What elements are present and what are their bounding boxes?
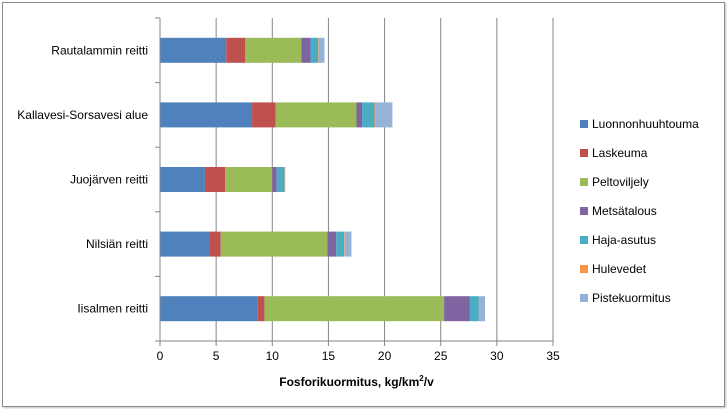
bar-segment-haja-asutus — [310, 37, 319, 63]
bar-segment-luonnonhuuhtouma — [160, 296, 258, 322]
bar-segment-hulevedet — [374, 102, 376, 128]
bar-segment-pistekuormitus — [375, 102, 393, 128]
x-tick-label: 20 — [378, 349, 392, 363]
x-tick-labels: 0 5 10 15 20 25 30 35 — [157, 349, 560, 363]
legend-swatch — [580, 294, 588, 302]
bar-segment-metsätalous — [444, 296, 470, 322]
legend-label: Pistekuormitus — [592, 291, 671, 305]
legend-swatch — [580, 207, 588, 215]
legend-swatch — [580, 265, 588, 273]
bar-segment-hulevedet — [318, 37, 319, 63]
bar-segment-metsätalous — [327, 231, 337, 257]
bar-segment-laskeuma — [257, 296, 265, 322]
bar-segment-haja-asutus — [276, 167, 285, 192]
x-axis-title-superscript: 2 — [419, 374, 424, 383]
bar-segment-peltoviljely — [264, 296, 445, 322]
bar-segment-haja-asutus — [336, 231, 345, 257]
legend-swatch — [580, 149, 588, 157]
legend-swatch — [580, 236, 588, 244]
bar-segment-metsätalous — [356, 102, 363, 128]
legend-label: Metsätalous — [592, 204, 657, 218]
x-axis-title-tail: /v — [424, 375, 434, 389]
legend-label: Luonnonhuuhtouma — [592, 117, 699, 131]
legend-label: Laskeuma — [592, 146, 648, 160]
bar-segment-peltoviljely — [225, 167, 273, 192]
bar-segment-pistekuormitus — [479, 296, 486, 322]
bar-segment-laskeuma — [226, 37, 246, 63]
x-tick-label: 5 — [213, 349, 220, 363]
x-tick-label: 10 — [266, 349, 280, 363]
category-label: Kallavesi-Sorsavesi alue — [17, 108, 148, 122]
bars — [160, 37, 486, 322]
x-tick-label: 0 — [157, 349, 164, 363]
gridlines — [215, 18, 554, 341]
legend-label: Hulevedet — [592, 262, 647, 276]
bar-segment-peltoviljely — [245, 37, 302, 63]
x-tick-label: 25 — [434, 349, 448, 363]
bar-segment-luonnonhuuhtouma — [160, 231, 210, 257]
bar-segment-hulevedet — [478, 296, 480, 322]
legend-swatch — [580, 178, 588, 186]
bar-segment-luonnonhuuhtouma — [160, 167, 205, 192]
legend: Luonnonhuuhtouma Laskeuma Peltoviljely Mets… — [580, 117, 699, 305]
bar-segment-peltoviljely — [275, 102, 357, 128]
bar-segment-laskeuma — [204, 167, 226, 192]
bar-segment-metsätalous — [272, 167, 277, 192]
bar-segment-metsätalous — [301, 37, 311, 63]
x-axis-title: Fosforikuormitus, kg/km2/v — [279, 374, 434, 389]
bar-segment-luonnonhuuhtouma — [160, 102, 253, 128]
bar-segment-pistekuormitus — [318, 37, 325, 63]
bar-segment-laskeuma — [252, 102, 276, 128]
category-label: Rautalammin reitti — [51, 43, 148, 57]
category-label: Iisalmen reitti — [77, 302, 148, 316]
category-ticks — [155, 17, 554, 346]
x-axis-title-main: Fosforikuormitus, kg/km — [279, 375, 419, 389]
x-tick-label: 15 — [322, 349, 336, 363]
legend-swatch — [580, 120, 588, 128]
bar-segment-luonnonhuuhtouma — [160, 37, 227, 63]
x-tick-label: 35 — [546, 349, 560, 363]
bar-segment-haja-asutus — [362, 102, 375, 128]
bar-segment-pistekuormitus — [344, 231, 352, 257]
bar-segment-peltoviljely — [220, 231, 328, 257]
bar-segment-hulevedet — [284, 167, 286, 192]
x-tick-label: 30 — [490, 349, 504, 363]
bar-segment-haja-asutus — [469, 296, 479, 322]
category-labels: Rautalammin reitti Kallavesi-Sorsavesi al… — [17, 43, 148, 315]
category-label: Nilsiän reitti — [86, 237, 148, 251]
bar-segment-hulevedet — [344, 231, 345, 257]
legend-label: Haja-asutus — [592, 233, 656, 247]
category-label: Juojärven reitti — [70, 173, 148, 187]
legend-label: Peltoviljely — [592, 175, 649, 189]
bar-segment-laskeuma — [209, 231, 221, 257]
